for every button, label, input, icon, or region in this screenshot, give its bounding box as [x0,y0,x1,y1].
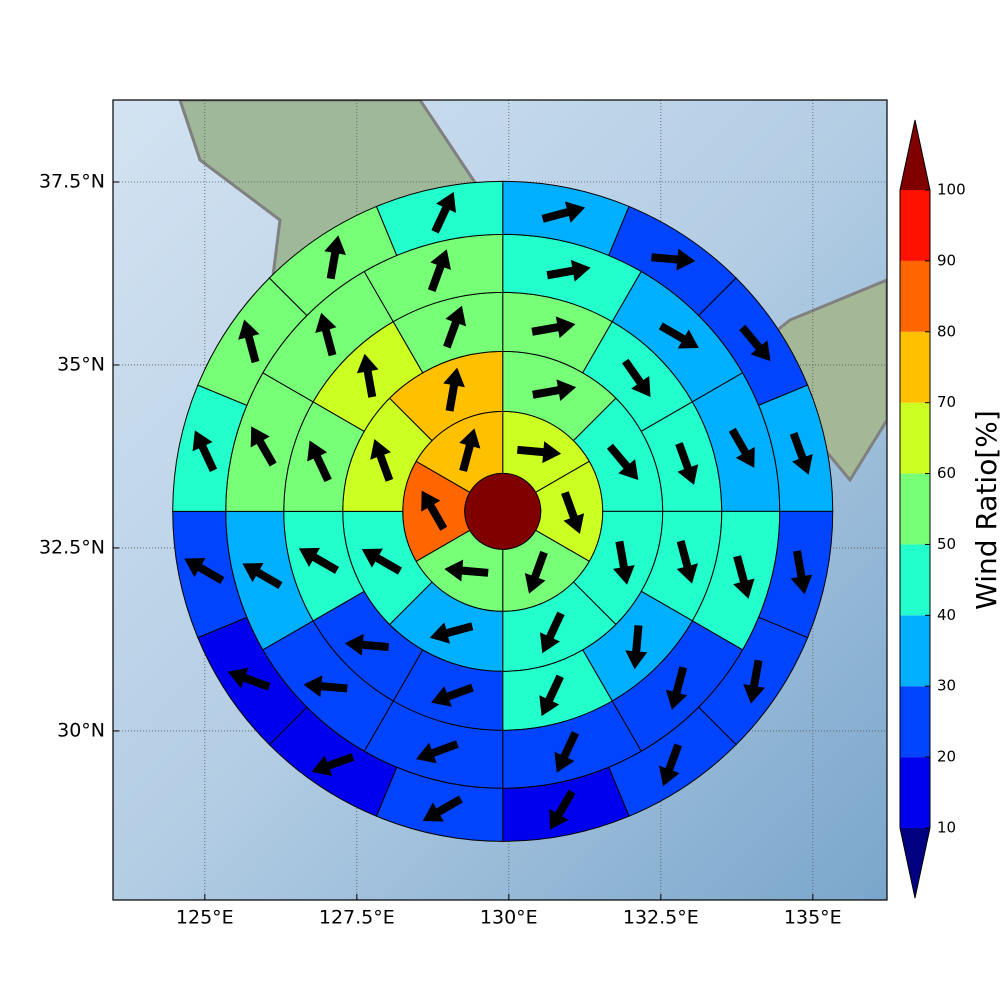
wind-arrow [676,540,698,584]
colorbar-segment [900,544,930,616]
wind-arrow [298,547,339,574]
wind-arrow [421,490,448,531]
wind-arrow [554,731,579,773]
wind-arrow [324,235,346,280]
wind-arrow [524,550,548,594]
y-tick-label: 30°N [57,719,105,741]
wind-arrow [416,740,459,764]
wind-arrow [356,353,379,398]
wind-arrow [361,548,402,575]
colorbar-segment [900,190,930,261]
sectors [172,180,834,842]
colorbar-under [900,828,930,898]
wind-arrow [659,743,682,787]
wind-arrow [651,248,696,271]
wind-arrow [444,559,489,582]
wind-arrow [431,683,474,707]
wind-arrow [739,324,771,362]
y-tick-label: 37.5°N [39,170,105,192]
x-tick-label: 135°E [784,907,842,929]
colorbar: 10 20 30 40 50 60 70 80 90 100 [899,119,966,899]
colorbar-tick-label: 10 [937,819,956,837]
wind-arrow [517,441,562,464]
wind-arrow [459,428,481,472]
wind-arrow [250,426,277,467]
colorbar-segment [900,686,930,758]
wind-arrow [429,622,474,644]
colorbar-tick-label: 100 [937,181,966,199]
wind-arrow [546,259,591,282]
wind-arrow [227,667,271,691]
colorbar-over [900,120,930,190]
wind-arrow [549,789,576,830]
wind-arrow [443,367,465,412]
wind-arrow [675,442,699,485]
wind-arrow [665,666,688,710]
arrows [184,191,813,830]
wind-arrow [733,555,755,599]
map-frame [112,99,888,901]
center-cell [464,472,542,550]
wind-arrow [539,674,564,717]
colorbar-tick-label: 50 [937,535,956,553]
colorbar-tick-label: 80 [937,322,956,340]
colorbar-segment [900,615,930,687]
wind-arrow [242,563,283,589]
wind-arrow [789,432,813,475]
wind-arrow [184,558,225,584]
wind-arrow [743,659,765,704]
wind-arrow [303,675,348,698]
y-tick-label: 35°N [57,353,105,375]
wind-arrow [192,430,218,472]
colorbar-tick-label: 60 [937,464,956,482]
wind-arrow [344,633,389,656]
wind-arrow [728,427,755,468]
wind-arrow [790,550,813,595]
wind-arrow [625,625,648,670]
wind-arrow [532,379,577,401]
wind-arrow [622,358,651,397]
colorbar-segment [900,260,930,332]
wind-arrow [315,312,337,357]
colorbar-segment [900,402,930,474]
y-tick-label: 32.5°N [39,536,105,558]
wind-arrow [541,201,586,223]
colorbar-segment [900,757,930,828]
wind-arrow [238,319,260,364]
colorbar-segment [900,473,930,545]
colorbar-segment [900,331,930,403]
wind-arrow [443,305,467,349]
x-tick-label: 132.5°E [623,907,699,929]
colorbar-tick-label: 70 [937,393,956,411]
colorbar-tick-label: 90 [937,251,956,269]
x-tick-label: 127.5°E [319,907,395,929]
colorbar-tick-label: 40 [937,606,956,624]
wind-arrow [311,753,355,777]
wind-arrow [370,439,394,482]
wind-arrow [658,322,699,349]
colorbar-label: Wind Ratio[%] [970,410,1000,610]
wind-arrow [606,443,639,480]
wind-arrow [613,540,635,585]
wind-arrow [431,191,456,234]
wind-arrow [307,440,332,483]
wind-arrow [540,611,565,654]
x-tick-label: 130°E [480,907,538,929]
x-tick-label: 125°E [176,907,234,929]
wind-arrow [427,249,451,292]
axes: 125°E 127.5°E 130°E 132.5°E 135°E 30°N 32.5°N 3… [39,170,842,928]
colorbar-tick-label: 30 [937,677,956,695]
wind-arrow [422,795,463,822]
wind-arrow [531,316,576,339]
colorbar-tick-label: 20 [937,748,956,766]
wind-arrow [561,491,585,534]
